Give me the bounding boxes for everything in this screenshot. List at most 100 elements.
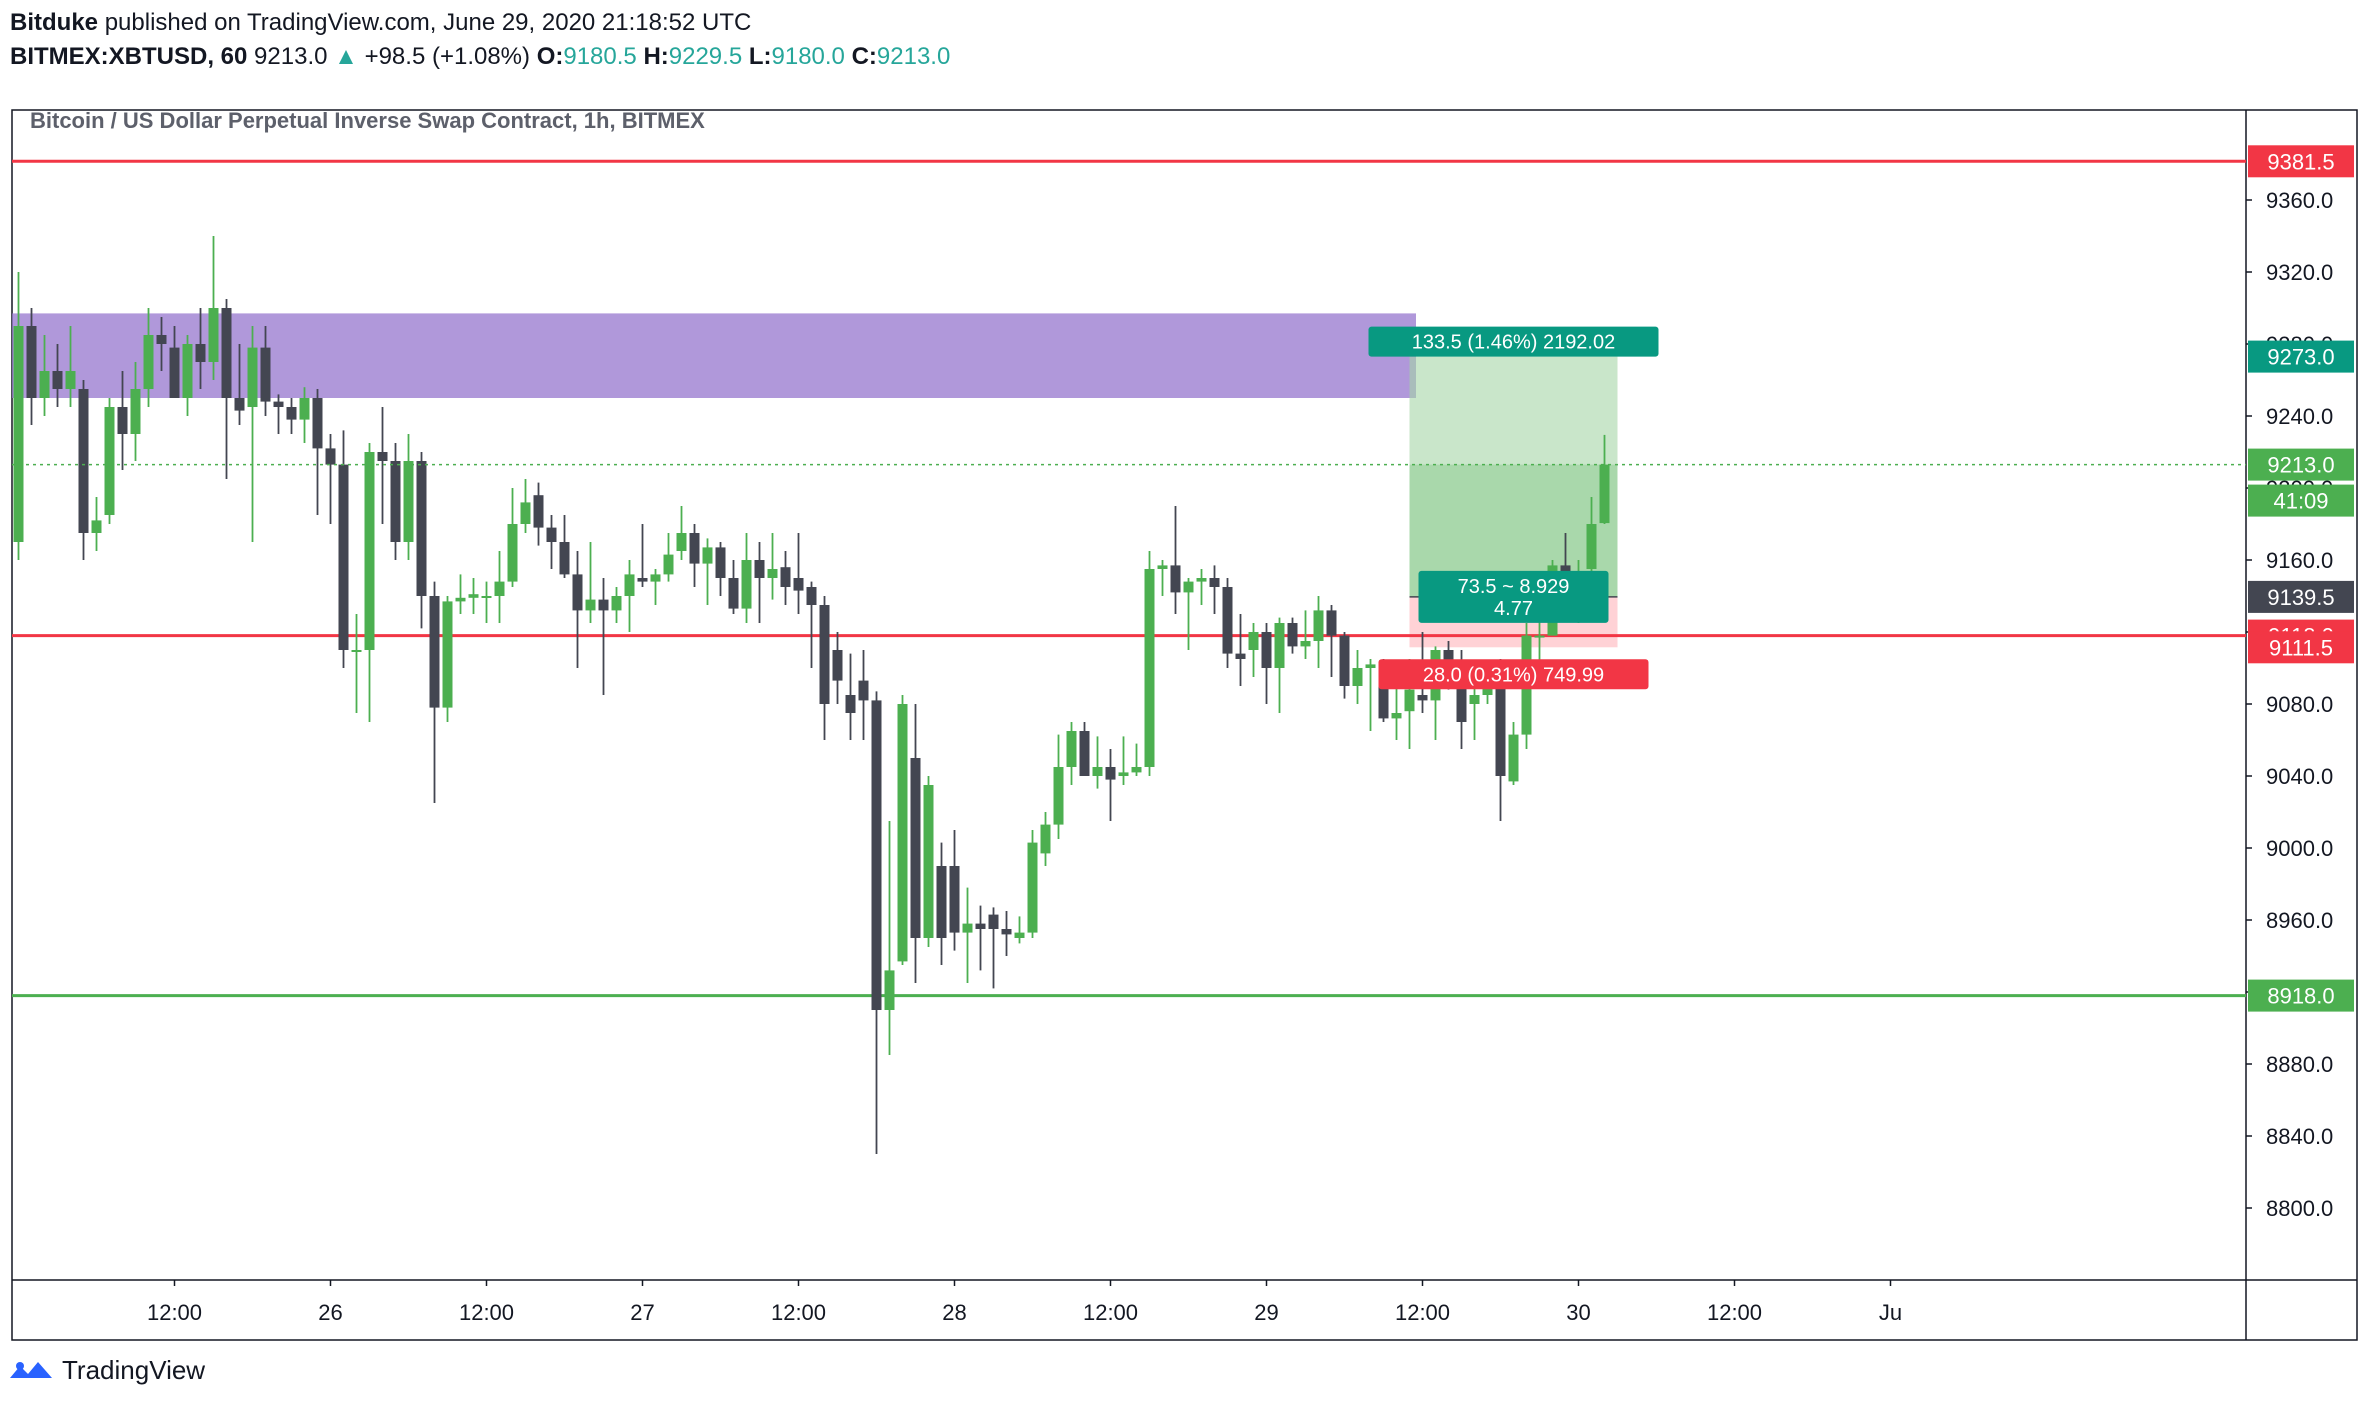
candle[interactable] — [195, 308, 206, 389]
candle[interactable] — [247, 326, 258, 542]
candle[interactable] — [234, 344, 245, 425]
candle[interactable] — [689, 524, 700, 587]
candle[interactable] — [975, 905, 986, 971]
candle[interactable] — [221, 299, 232, 479]
candle[interactable] — [871, 691, 882, 1154]
candle[interactable] — [1105, 749, 1116, 821]
candle[interactable] — [143, 308, 154, 407]
candle[interactable] — [1144, 551, 1155, 776]
candle[interactable] — [507, 488, 518, 587]
candle[interactable] — [1508, 722, 1519, 785]
candle[interactable] — [533, 482, 544, 546]
candle[interactable] — [169, 326, 180, 398]
candle[interactable] — [884, 821, 895, 1055]
candle[interactable] — [312, 389, 323, 515]
candle[interactable] — [1040, 812, 1051, 866]
candle[interactable] — [702, 538, 713, 605]
candle[interactable] — [715, 542, 726, 596]
supply-zone[interactable] — [12, 313, 1416, 398]
candle[interactable] — [910, 704, 921, 983]
candle[interactable] — [780, 551, 791, 605]
candle[interactable] — [793, 533, 804, 614]
candle[interactable] — [806, 581, 817, 668]
candle[interactable] — [1287, 617, 1298, 654]
candle[interactable] — [728, 560, 739, 614]
candle[interactable] — [520, 479, 531, 533]
candle[interactable] — [156, 317, 167, 371]
candle[interactable] — [273, 394, 284, 434]
candle[interactable] — [741, 533, 752, 623]
candle[interactable] — [299, 387, 310, 443]
candle[interactable] — [1066, 722, 1077, 785]
candle[interactable] — [897, 695, 908, 965]
candle[interactable] — [390, 443, 401, 560]
candle[interactable] — [429, 581, 440, 803]
candle[interactable] — [637, 524, 648, 587]
footer-brand[interactable]: TradingView — [62, 1355, 206, 1385]
candle[interactable] — [1079, 722, 1090, 776]
candle[interactable] — [377, 407, 388, 524]
candle[interactable] — [78, 380, 89, 560]
candle[interactable] — [13, 272, 24, 560]
candle[interactable] — [1313, 596, 1324, 668]
candle[interactable] — [1157, 560, 1168, 596]
candle[interactable] — [182, 335, 193, 416]
candle[interactable] — [572, 551, 583, 668]
candle[interactable] — [455, 574, 466, 614]
candle[interactable] — [1352, 650, 1363, 704]
candle[interactable] — [39, 335, 50, 416]
candle[interactable] — [845, 653, 856, 740]
candle[interactable] — [364, 443, 375, 722]
candle[interactable] — [1365, 659, 1376, 731]
profit-zone[interactable] — [1409, 356, 1618, 597]
candle[interactable] — [338, 430, 349, 668]
candle[interactable] — [1196, 569, 1207, 605]
candle[interactable] — [1170, 506, 1181, 614]
candle[interactable] — [117, 371, 128, 470]
candle[interactable] — [1235, 614, 1246, 686]
candle[interactable] — [1326, 605, 1337, 677]
candle[interactable] — [1183, 578, 1194, 650]
candle[interactable] — [962, 887, 973, 983]
candle[interactable] — [208, 236, 219, 380]
candle[interactable] — [1391, 686, 1402, 740]
candle[interactable] — [1586, 497, 1597, 578]
candle[interactable] — [1599, 434, 1610, 524]
author-name[interactable]: Bitduke — [10, 9, 99, 36]
candle[interactable] — [1001, 911, 1012, 956]
candle[interactable] — [442, 596, 453, 722]
candle[interactable] — [65, 326, 76, 407]
candle[interactable] — [1274, 617, 1285, 713]
candle[interactable] — [598, 578, 609, 695]
candle[interactable] — [585, 542, 596, 623]
candle[interactable] — [286, 398, 297, 434]
candle[interactable] — [858, 650, 869, 740]
candle[interactable] — [767, 533, 778, 600]
candle[interactable] — [949, 830, 960, 951]
candle[interactable] — [650, 569, 661, 605]
candle[interactable] — [325, 434, 336, 524]
candle[interactable] — [988, 907, 999, 989]
candle[interactable] — [1300, 610, 1311, 659]
candle[interactable] — [351, 614, 362, 713]
candle[interactable] — [481, 581, 492, 623]
candle[interactable] — [1339, 632, 1350, 699]
candle[interactable] — [676, 506, 687, 560]
candle[interactable] — [1222, 578, 1233, 668]
candle[interactable] — [923, 776, 934, 947]
candle[interactable] — [468, 578, 479, 614]
candle[interactable] — [403, 434, 414, 560]
candle[interactable] — [754, 542, 765, 623]
candle[interactable] — [260, 326, 271, 416]
candle[interactable] — [1027, 830, 1038, 938]
candle[interactable] — [52, 344, 63, 407]
candle[interactable] — [546, 515, 557, 569]
candle[interactable] — [611, 587, 622, 623]
candle[interactable] — [1131, 743, 1142, 776]
candle[interactable] — [26, 308, 37, 425]
candle[interactable] — [1118, 736, 1129, 785]
candle[interactable] — [832, 632, 843, 704]
candle[interactable] — [1014, 916, 1025, 944]
candle[interactable] — [416, 452, 427, 629]
